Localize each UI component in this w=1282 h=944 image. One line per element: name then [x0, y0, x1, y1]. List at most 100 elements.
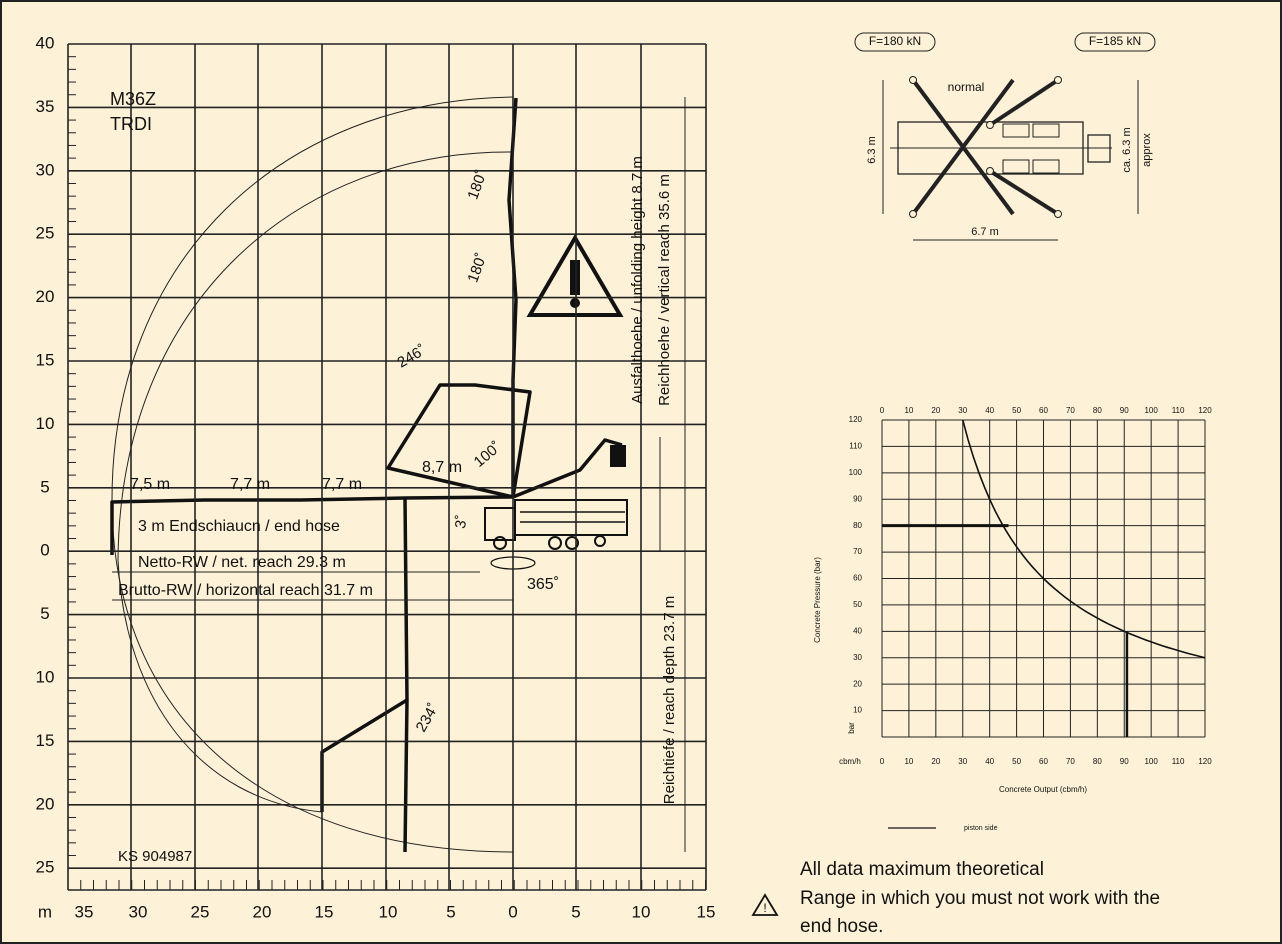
x-tick-label: 10: [379, 902, 398, 921]
bottom-tick-label: 80: [1093, 757, 1102, 766]
left-tick-label: 20: [853, 679, 862, 688]
y-tick-label: 5: [40, 604, 49, 623]
top-tick-label: 0: [880, 406, 885, 415]
y-tick-label: 10: [36, 667, 55, 686]
rear-force: F=185 kN: [1089, 34, 1141, 48]
left-tick-label: 120: [849, 415, 863, 424]
drawing-number: KS 904987: [118, 848, 192, 865]
x-tick-label: 5: [571, 902, 580, 921]
bottom-tick-label: 70: [1066, 757, 1075, 766]
warning-sign: [526, 234, 624, 317]
left-tick-label: 100: [849, 468, 863, 477]
top-tick-label: 80: [1093, 406, 1102, 415]
note: All data maximum theoretical: [800, 859, 1044, 880]
y-tick-label: 40: [36, 33, 55, 52]
left-tick-label: 90: [853, 494, 862, 503]
x-tick-label: 30: [129, 902, 148, 921]
section-length: 7,7 m: [322, 476, 362, 493]
bottom-tick-label: 10: [904, 757, 913, 766]
pressure-chart: [881, 419, 1206, 829]
left-tick-label: 40: [853, 626, 862, 635]
left-tick-label: 80: [853, 521, 862, 530]
net-reach-label: Netto-RW / net. reach 29.3 m: [138, 554, 346, 571]
bottom-tick-label: 20: [931, 757, 940, 766]
y-tick-label: 5: [40, 477, 49, 496]
y-tick-label: 0: [40, 541, 49, 560]
rotation-label: 365˚: [527, 576, 559, 593]
x-tick-label: 20: [253, 902, 272, 921]
end-hose-label: 3 m Endschiaucn / end hose: [138, 518, 340, 535]
y-tick-label: 10: [36, 414, 55, 433]
note: end hose.: [800, 916, 883, 937]
y-tick-label: 35: [36, 97, 55, 116]
top-tick-label: 60: [1039, 406, 1048, 415]
top-tick-label: 10: [904, 406, 913, 415]
x-unit: m: [38, 902, 52, 921]
section-length: 7,7 m: [230, 476, 270, 493]
left-tick-label: 60: [853, 574, 862, 583]
reach-arcs: [111, 96, 514, 853]
bottom-tick-label: 0: [880, 757, 885, 766]
y-tick-label: 25: [36, 224, 55, 243]
top-tick-label: 70: [1066, 406, 1075, 415]
outrigger-sketch: [854, 32, 1156, 241]
top-tick-label: 30: [958, 406, 967, 415]
x-tick-label: 15: [697, 902, 716, 921]
x-tick-label: 10: [632, 902, 651, 921]
x-tick-label: 25: [191, 902, 210, 921]
y-tick-label: 30: [36, 160, 55, 179]
left-tick-label: 50: [853, 600, 862, 609]
bottom-tick-label: 110: [1172, 757, 1185, 766]
bottom-tick-label: 30: [958, 757, 967, 766]
left-tick-label: 110: [849, 442, 862, 451]
x-tick-label: 5: [446, 902, 455, 921]
horizontal-reach-label: Brutto-RW / horizontal reach 31.7 m: [118, 582, 373, 599]
bottom-tick-label: 60: [1039, 757, 1048, 766]
y-tick-label: 20: [36, 794, 55, 813]
left-tick-label: 70: [853, 547, 862, 556]
section-length: 8,7 m: [422, 459, 462, 476]
rear-width: ca. 6.3 m: [1121, 127, 1133, 172]
vertical-reach-label: Reichhoehe / vertical reach 35.6 m: [656, 174, 673, 406]
angle-label: 3˚: [452, 514, 471, 530]
note-warning-mark: !: [763, 901, 766, 915]
x-tick-label: 0: [508, 902, 517, 921]
length-label: 6.7 m: [971, 226, 999, 238]
bottom-unit: cbm/h: [839, 757, 861, 766]
x-axis-title: Concrete Output (cbm/h): [999, 785, 1087, 794]
y-tick-label: 15: [36, 731, 55, 750]
note: Range in which you must not work with th…: [800, 888, 1160, 909]
y-axis-title: Concrete Pressure (bar): [813, 557, 822, 643]
top-tick-label: 120: [1198, 406, 1212, 415]
y-tick-label: 15: [36, 350, 55, 369]
rear-width: approx: [1141, 133, 1153, 167]
x-tick-label: 35: [75, 902, 94, 921]
bottom-tick-label: 40: [985, 757, 994, 766]
x-tick-label: 15: [315, 902, 334, 921]
front-width: 6.3 m: [866, 136, 878, 164]
note-warning-icon: [751, 893, 779, 916]
top-tick-label: 40: [985, 406, 994, 415]
front-force: F=180 kN: [869, 34, 921, 48]
reach-depth-label: Reichtiefe / reach depth 23.7 m: [661, 596, 678, 804]
unfolding-height-label: Ausfalthoehe / unfolding height 8.7 m: [629, 156, 646, 404]
left-tick-label: 30: [853, 653, 862, 662]
model-name: TRDI: [110, 114, 152, 134]
y-tick-label: 25: [36, 858, 55, 877]
top-tick-label: 100: [1144, 406, 1158, 415]
top-tick-label: 110: [1172, 406, 1185, 415]
truck: [484, 499, 628, 570]
bottom-tick-label: 120: [1198, 757, 1212, 766]
bottom-tick-label: 90: [1120, 757, 1129, 766]
legend-label: piston side: [964, 825, 998, 832]
y-tick-label: 20: [36, 287, 55, 306]
left-unit: bar: [847, 722, 856, 734]
top-tick-label: 20: [931, 406, 940, 415]
mode-label: normal: [948, 80, 985, 94]
bottom-tick-label: 100: [1144, 757, 1158, 766]
top-tick-label: 50: [1012, 406, 1021, 415]
left-tick-label: 10: [853, 706, 862, 715]
top-tick-label: 90: [1120, 406, 1129, 415]
section-length: 7,5 m: [130, 476, 170, 493]
